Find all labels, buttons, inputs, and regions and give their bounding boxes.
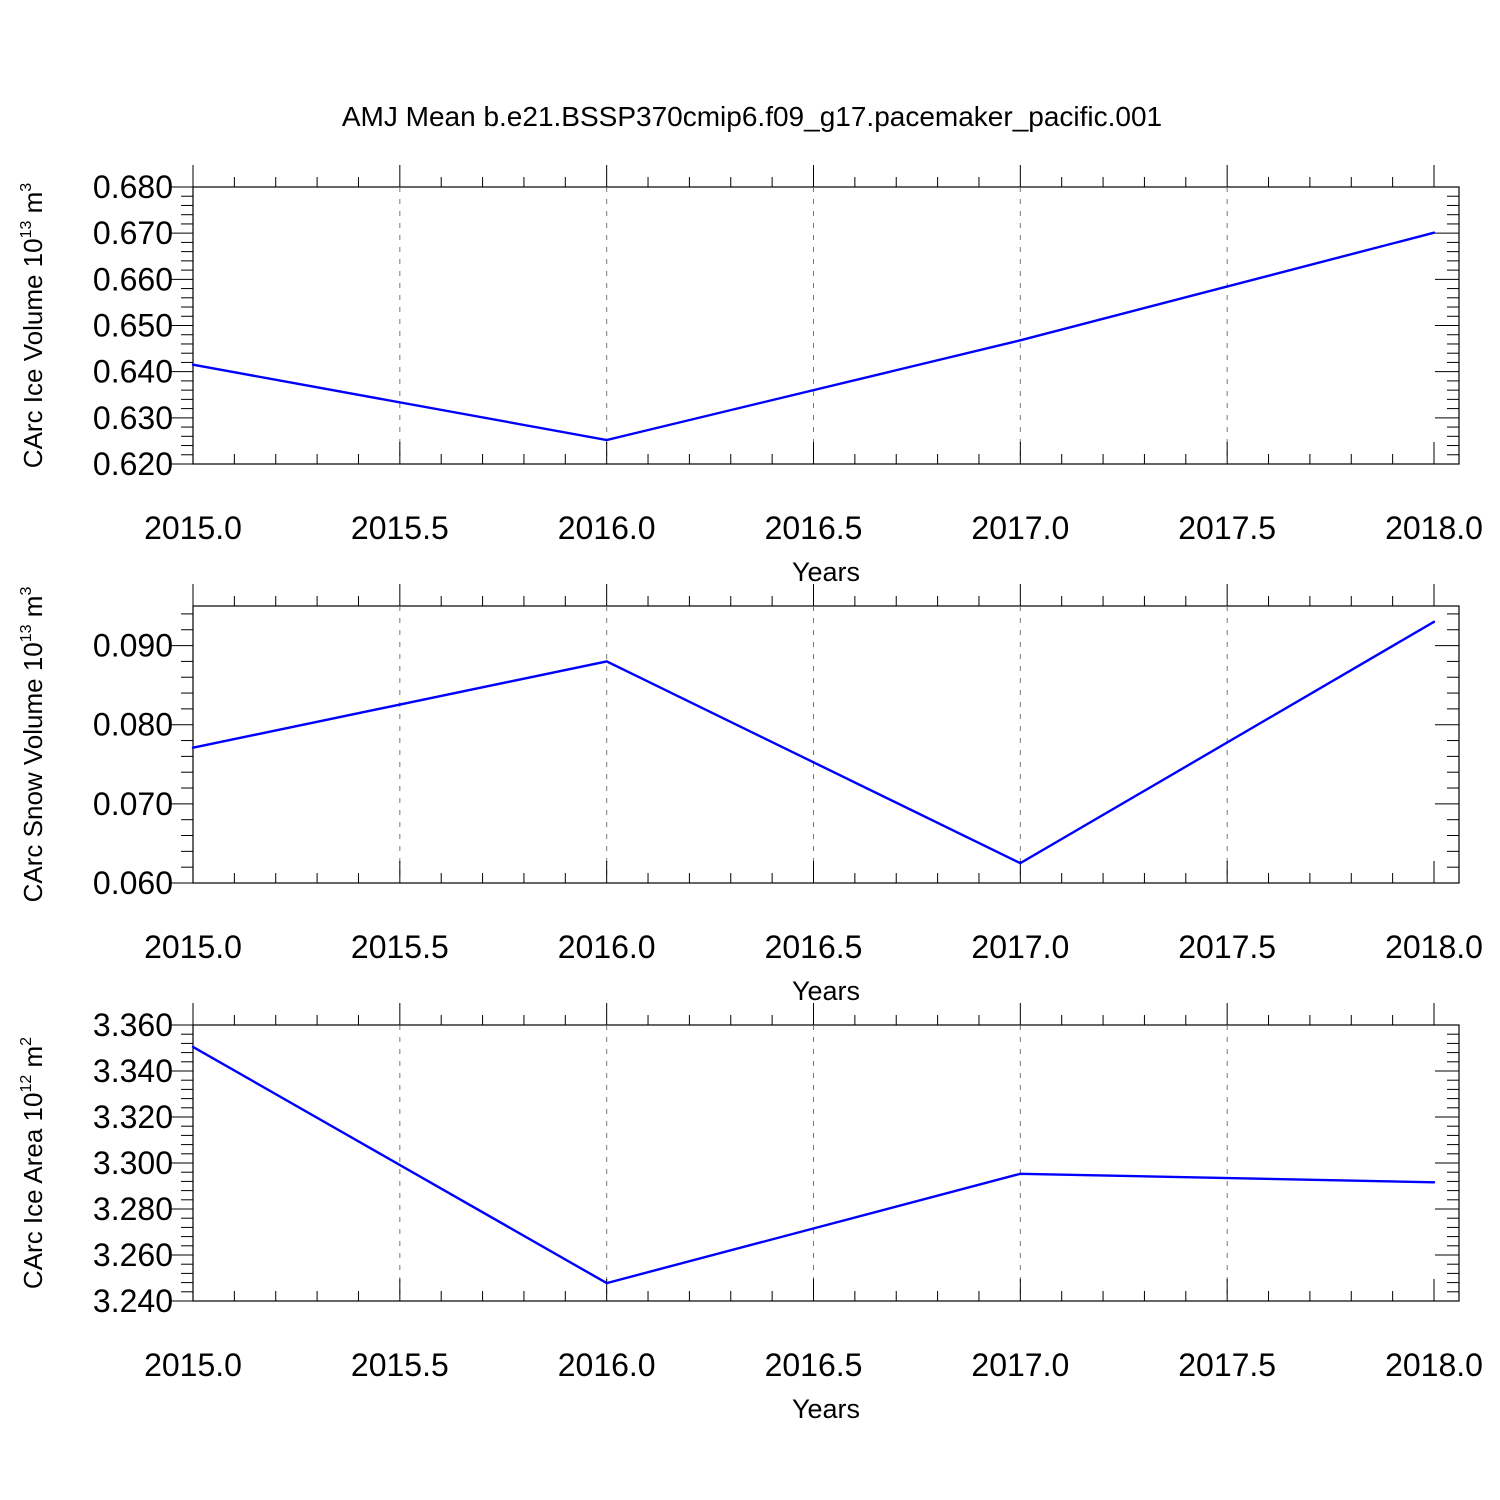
data-point bbox=[1432, 1181, 1436, 1184]
y-axis-title-exponent: 13 bbox=[18, 221, 35, 239]
y-axis-title-main: CArc Snow Volume 10 bbox=[18, 642, 48, 902]
y-tick-label: 0.630 bbox=[93, 400, 173, 436]
x-tick-label: 2016.0 bbox=[558, 929, 656, 965]
x-axis-title: Years bbox=[792, 976, 860, 1006]
x-tick-label: 2017.0 bbox=[971, 510, 1069, 546]
data-point bbox=[605, 438, 608, 442]
x-tick-label: 2018.0 bbox=[1385, 510, 1483, 546]
x-tick-label: 2017.0 bbox=[971, 1347, 1069, 1383]
figure-title: AMJ Mean b.e21.BSSP370cmip6.f09_g17.pace… bbox=[342, 101, 1162, 132]
x-tick-label: 2015.0 bbox=[144, 929, 242, 965]
x-tick-label: 2018.0 bbox=[1385, 929, 1483, 965]
y-axis-title-unit: m bbox=[18, 596, 48, 625]
y-axis-title-unit-exponent: 3 bbox=[18, 183, 35, 192]
x-axis-title: Years bbox=[792, 1394, 860, 1424]
y-axis-title-unit: m bbox=[18, 1046, 48, 1075]
y-axis-title: CArc Ice Area 1012 m2 bbox=[18, 1037, 48, 1289]
data-point bbox=[605, 660, 608, 663]
x-tick-label: 2017.5 bbox=[1178, 929, 1276, 965]
x-tick-label: 2017.0 bbox=[971, 929, 1069, 965]
x-tick-label: 2016.0 bbox=[558, 1347, 656, 1383]
y-axis-title-unit-exponent: 3 bbox=[18, 587, 35, 596]
y-axis-title-main: CArc Ice Area 10 bbox=[18, 1093, 48, 1290]
data-point bbox=[191, 363, 195, 366]
x-tick-label: 2017.5 bbox=[1178, 510, 1276, 546]
y-tick-label: 0.640 bbox=[93, 354, 173, 390]
y-tick-label: 3.280 bbox=[93, 1191, 173, 1227]
y-tick-label: 0.670 bbox=[93, 215, 173, 251]
panel-3: 2015.0 2015.5 2016.0 2016.5 2017.0 2017.5 2018… bbox=[18, 1003, 1483, 1424]
data-point bbox=[605, 1281, 608, 1285]
x-tick-label: 2015.5 bbox=[351, 510, 449, 546]
y-tick-label: 0.060 bbox=[93, 865, 173, 901]
y-tick-label: 0.090 bbox=[93, 628, 173, 664]
x-tick-label: 2016.0 bbox=[558, 510, 656, 546]
y-tick-label: 0.650 bbox=[93, 308, 173, 344]
y-tick-label: 0.620 bbox=[93, 446, 173, 482]
y-tick-label: 3.260 bbox=[93, 1237, 173, 1273]
y-tick-label: 3.320 bbox=[93, 1099, 173, 1135]
y-tick-label: 0.080 bbox=[93, 707, 173, 743]
panel-1: 2015.0 2015.5 2016.0 2016.5 2017.0 2017.5 2018… bbox=[18, 165, 1483, 587]
data-point bbox=[191, 1045, 195, 1049]
panel-2: 2015.0 2015.5 2016.0 2016.5 2017.0 2017.5 2018… bbox=[18, 584, 1483, 1006]
series-line bbox=[192, 620, 1435, 865]
x-tick-label: 2015.0 bbox=[144, 510, 242, 546]
y-tick-label: 0.680 bbox=[93, 169, 173, 205]
x-tick-label: 2018.0 bbox=[1385, 1347, 1483, 1383]
x-tick-label: 2016.5 bbox=[765, 929, 863, 965]
y-axis-title-unit: m bbox=[18, 192, 48, 221]
x-tick-label: 2017.5 bbox=[1178, 1347, 1276, 1383]
x-tick-label: 2016.5 bbox=[765, 1347, 863, 1383]
y-axis-title: CArc Snow Volume 1013 m3 bbox=[18, 587, 48, 903]
data-point bbox=[1019, 1172, 1022, 1176]
plot-frame bbox=[192, 1024, 1460, 1302]
x-tick-label: 2015.5 bbox=[351, 1347, 449, 1383]
y-axis-title-unit-exponent: 2 bbox=[18, 1037, 35, 1046]
x-tick-label: 2015.0 bbox=[144, 1347, 242, 1383]
y-tick-label: 0.070 bbox=[93, 786, 173, 822]
plot-frame bbox=[192, 605, 1460, 884]
y-tick-label: 3.360 bbox=[93, 1007, 173, 1043]
y-axis-title-exponent: 12 bbox=[18, 1075, 35, 1093]
x-tick-label: 2016.5 bbox=[765, 510, 863, 546]
data-point bbox=[1019, 339, 1022, 342]
plot-frame bbox=[192, 186, 1460, 465]
series-line bbox=[192, 1045, 1435, 1285]
data-point bbox=[191, 746, 195, 749]
y-tick-label: 3.340 bbox=[93, 1053, 173, 1089]
y-axis-title-main: CArc Ice Volume 10 bbox=[18, 238, 48, 468]
y-axis-title-exponent: 13 bbox=[18, 624, 35, 642]
series-line bbox=[192, 231, 1435, 442]
y-tick-label: 3.240 bbox=[93, 1283, 173, 1319]
x-axis-title: Years bbox=[792, 557, 860, 587]
data-point bbox=[1432, 620, 1436, 624]
x-tick-label: 2015.5 bbox=[351, 929, 449, 965]
y-axis-title: CArc Ice Volume 1013 m3 bbox=[18, 183, 48, 468]
data-point bbox=[1432, 231, 1436, 234]
panels: 2015.0 2015.5 2016.0 2016.5 2017.0 2017.5 2018… bbox=[18, 165, 1483, 1424]
y-tick-label: 0.660 bbox=[93, 261, 173, 297]
y-tick-label: 3.300 bbox=[93, 1145, 173, 1181]
data-point bbox=[1019, 862, 1022, 865]
